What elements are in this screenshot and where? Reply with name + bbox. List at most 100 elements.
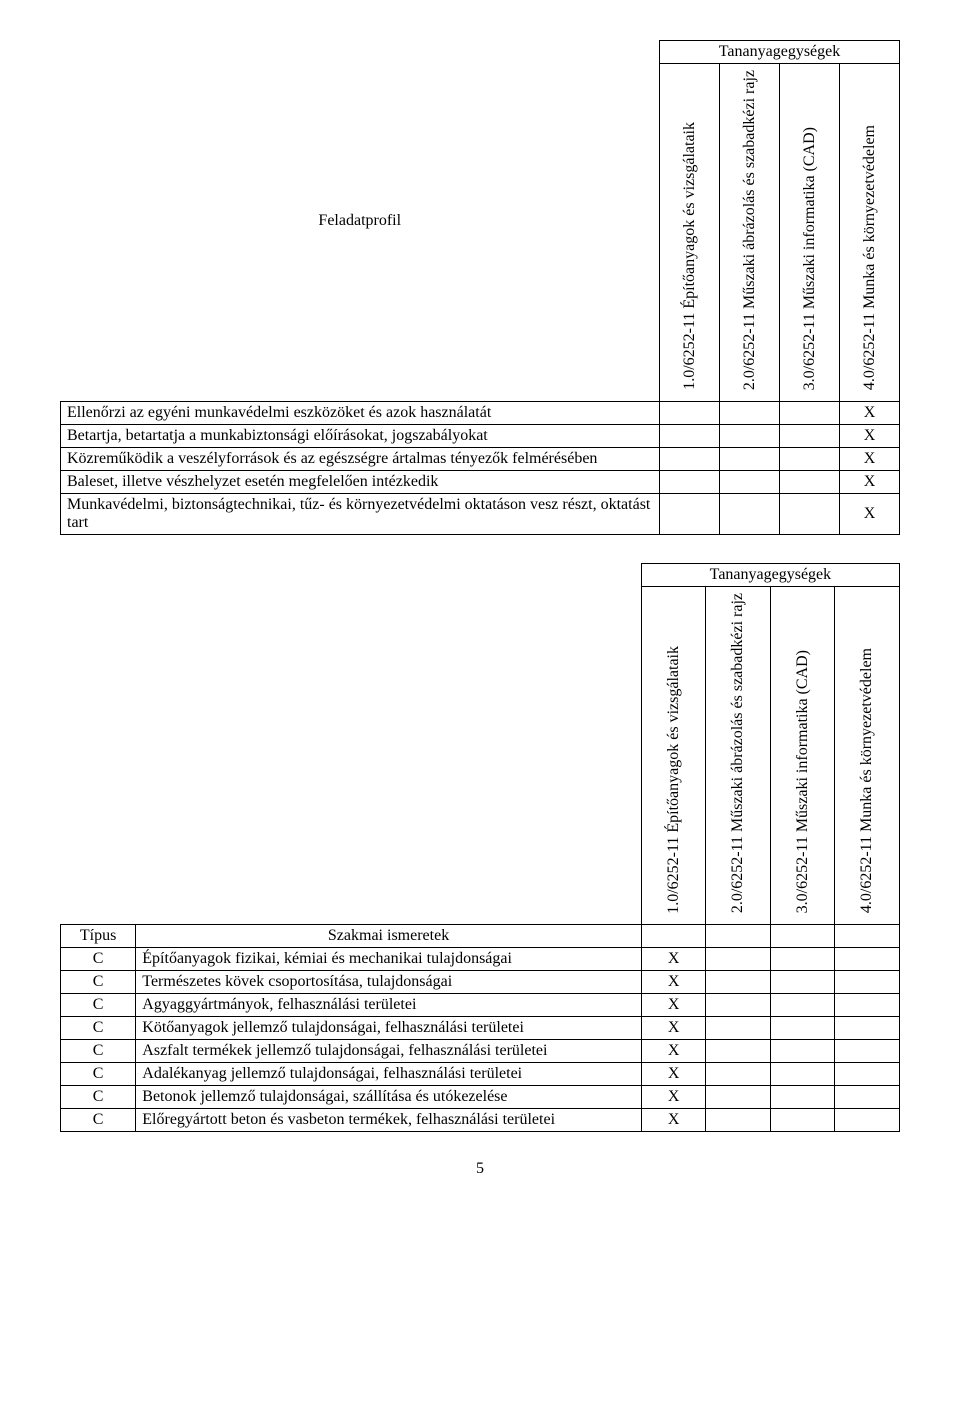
row-label: Agyaggyártmányok, felhasználási területe… — [136, 994, 642, 1017]
row-label: Munkavédelmi, biztonságtechnikai, tűz- é… — [61, 494, 660, 535]
mark-cell — [770, 948, 835, 971]
mark-cell — [720, 471, 780, 494]
mark-cell — [706, 948, 771, 971]
col-header: 2.0/6252-11 Műszaki ábrázolás és szabadk… — [720, 64, 780, 402]
table-feladatprofil: Feladatprofil Tananyagegységek 1.0/6252-… — [60, 40, 900, 535]
table-row: CElőregyártott beton és vasbeton terméke… — [61, 1109, 900, 1132]
mark-cell: X — [641, 1040, 706, 1063]
mark-cell: X — [641, 971, 706, 994]
row-label: Aszfalt termékek jellemző tulajdonságai,… — [136, 1040, 642, 1063]
type-cell: C — [61, 1017, 136, 1040]
mark-cell — [770, 1040, 835, 1063]
mark-cell: X — [840, 402, 900, 425]
mark-cell — [770, 1017, 835, 1040]
mark-cell — [835, 1063, 900, 1086]
mark-cell — [720, 402, 780, 425]
mark-cell — [720, 448, 780, 471]
mark-cell: X — [641, 1086, 706, 1109]
mark-cell — [706, 994, 771, 1017]
mark-cell — [770, 1086, 835, 1109]
mark-cell — [780, 402, 840, 425]
table-row: CAdalékanyag jellemző tulajdonságai, fel… — [61, 1063, 900, 1086]
row-label: Adalékanyag jellemző tulajdonságai, felh… — [136, 1063, 642, 1086]
group-header-1: Tananyagegységek — [660, 41, 900, 64]
mark-cell: X — [641, 1063, 706, 1086]
table-row: Ellenőrzi az egyéni munkavédelmi eszközö… — [61, 402, 900, 425]
mark-cell — [835, 948, 900, 971]
type-cell: C — [61, 994, 136, 1017]
mark-cell — [660, 494, 720, 535]
mark-cell — [706, 971, 771, 994]
mark-cell — [706, 1063, 771, 1086]
szakmai-label: Szakmai ismeretek — [136, 925, 642, 948]
type-cell: C — [61, 1086, 136, 1109]
type-cell: C — [61, 1063, 136, 1086]
group-header-2: Tananyagegységek — [641, 564, 899, 587]
type-cell: C — [61, 971, 136, 994]
mark-cell: X — [840, 425, 900, 448]
table-row: CAszfalt termékek jellemző tulajdonságai… — [61, 1040, 900, 1063]
mark-cell — [835, 1040, 900, 1063]
mark-cell — [660, 448, 720, 471]
row-label: Előregyártott beton és vasbeton termékek… — [136, 1109, 642, 1132]
row-label: Betartja, betartatja a munkabiztonsági e… — [61, 425, 660, 448]
table-row: CTermészetes kövek csoportosítása, tulaj… — [61, 971, 900, 994]
mark-cell — [706, 1017, 771, 1040]
mark-cell — [660, 471, 720, 494]
type-header: Típus — [61, 925, 136, 948]
row-label: Baleset, illetve vészhelyzet esetén megf… — [61, 471, 660, 494]
mark-cell — [835, 994, 900, 1017]
mark-cell — [770, 994, 835, 1017]
mark-cell — [770, 971, 835, 994]
mark-cell — [780, 448, 840, 471]
mark-cell: X — [641, 994, 706, 1017]
table-row: Baleset, illetve vészhelyzet esetén megf… — [61, 471, 900, 494]
mark-cell — [835, 1109, 900, 1132]
type-cell: C — [61, 948, 136, 971]
mark-cell — [706, 1086, 771, 1109]
row-label: Természetes kövek csoportosítása, tulajd… — [136, 971, 642, 994]
mark-cell — [780, 425, 840, 448]
table-row: Közreműködik a veszélyforrások és az egé… — [61, 448, 900, 471]
row-label: Kötőanyagok jellemző tulajdonságai, felh… — [136, 1017, 642, 1040]
mark-cell — [660, 402, 720, 425]
col-header: 3.0/6252-11 Műszaki informatika (CAD) — [780, 64, 840, 402]
col-header: 4.0/6252-11 Munka és környezetvédelem — [835, 587, 900, 925]
col-header: 4.0/6252-11 Munka és környezetvédelem — [840, 64, 900, 402]
mark-cell: X — [840, 494, 900, 535]
page-number: 5 — [60, 1160, 900, 1178]
col-header: 1.0/6252-11 Építőanyagok és vizsgálataik — [641, 587, 706, 925]
mark-cell — [706, 1109, 771, 1132]
row-label: Betonok jellemző tulajdonságai, szállítá… — [136, 1086, 642, 1109]
row-label: Építőanyagok fizikai, kémiai és mechanik… — [136, 948, 642, 971]
col-header: 1.0/6252-11 Építőanyagok és vizsgálataik — [660, 64, 720, 402]
col-header: 2.0/6252-11 Műszaki ábrázolás és szabadk… — [706, 587, 771, 925]
type-cell: C — [61, 1109, 136, 1132]
table-row: CAgyaggyártmányok, felhasználási terület… — [61, 994, 900, 1017]
feladatprofil-label: Feladatprofil — [318, 212, 401, 229]
mark-cell — [835, 1086, 900, 1109]
mark-cell — [770, 1063, 835, 1086]
table-row: CBetonok jellemző tulajdonságai, szállít… — [61, 1086, 900, 1109]
mark-cell — [780, 471, 840, 494]
mark-cell: X — [840, 471, 900, 494]
table-szakmai-ismeretek: Tananyagegységek 1.0/6252-11 Építőanyago… — [60, 563, 900, 1132]
mark-cell — [835, 971, 900, 994]
mark-cell — [706, 1040, 771, 1063]
mark-cell: X — [641, 1017, 706, 1040]
mark-cell: X — [641, 948, 706, 971]
table-row: Munkavédelmi, biztonságtechnikai, tűz- é… — [61, 494, 900, 535]
mark-cell — [660, 425, 720, 448]
type-cell: C — [61, 1040, 136, 1063]
mark-cell — [780, 494, 840, 535]
row-label: Közreműködik a veszélyforrások és az egé… — [61, 448, 660, 471]
table-row: Betartja, betartatja a munkabiztonsági e… — [61, 425, 900, 448]
mark-cell — [720, 494, 780, 535]
col-header: 3.0/6252-11 Műszaki informatika (CAD) — [770, 587, 835, 925]
row-label: Ellenőrzi az egyéni munkavédelmi eszközö… — [61, 402, 660, 425]
mark-cell — [835, 1017, 900, 1040]
mark-cell — [720, 425, 780, 448]
table-row: CKötőanyagok jellemző tulajdonságai, fel… — [61, 1017, 900, 1040]
mark-cell: X — [641, 1109, 706, 1132]
table-row: CÉpítőanyagok fizikai, kémiai és mechani… — [61, 948, 900, 971]
